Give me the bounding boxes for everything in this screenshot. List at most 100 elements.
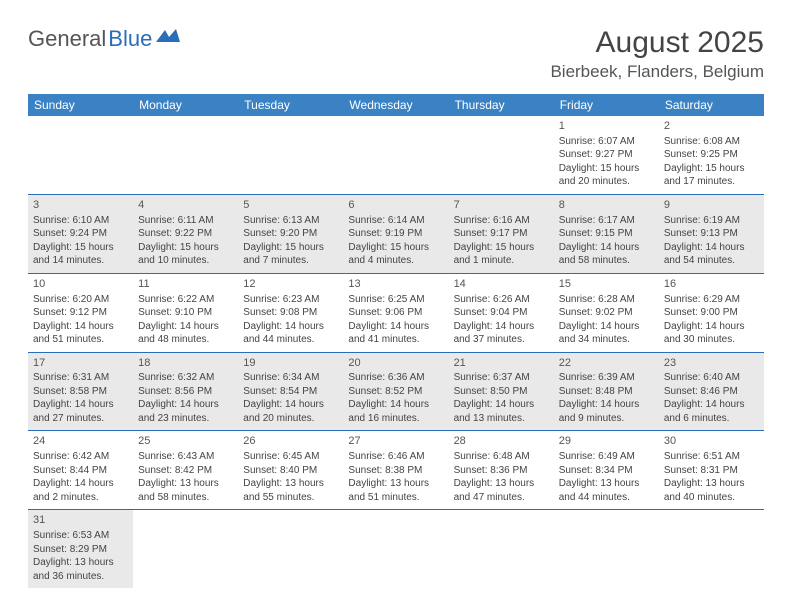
sunrise-text: Sunrise: 6:43 AM [138,450,233,464]
sunrise-text: Sunrise: 6:29 AM [664,293,759,307]
sunrise-text: Sunrise: 6:51 AM [664,450,759,464]
daylight-text: Daylight: 14 hours [348,398,443,412]
sunrise-text: Sunrise: 6:14 AM [348,214,443,228]
calendar-day-cell: 17Sunrise: 6:31 AMSunset: 8:58 PMDayligh… [28,352,133,431]
day-header: Saturday [659,94,764,116]
daylight-text: and 10 minutes. [138,254,233,268]
daylight-text: Daylight: 14 hours [559,241,654,255]
daylight-text: and 4 minutes. [348,254,443,268]
sunset-text: Sunset: 9:10 PM [138,306,233,320]
sunrise-text: Sunrise: 6:48 AM [454,450,549,464]
calendar-day-cell: 13Sunrise: 6:25 AMSunset: 9:06 PMDayligh… [343,273,448,352]
daylight-text: and 6 minutes. [664,412,759,426]
day-number: 6 [348,198,443,213]
sunset-text: Sunset: 8:48 PM [559,385,654,399]
daylight-text: Daylight: 14 hours [138,320,233,334]
sunrise-text: Sunrise: 6:11 AM [138,214,233,228]
day-header: Thursday [449,94,554,116]
sunrise-text: Sunrise: 6:26 AM [454,293,549,307]
sunset-text: Sunset: 8:40 PM [243,464,338,478]
calendar-day-cell: 18Sunrise: 6:32 AMSunset: 8:56 PMDayligh… [133,352,238,431]
calendar-day-cell: 8Sunrise: 6:17 AMSunset: 9:15 PMDaylight… [554,194,659,273]
calendar-empty-cell [554,510,659,588]
daylight-text: Daylight: 14 hours [559,320,654,334]
calendar-day-cell: 25Sunrise: 6:43 AMSunset: 8:42 PMDayligh… [133,431,238,510]
day-header: Monday [133,94,238,116]
daylight-text: and 34 minutes. [559,333,654,347]
sunrise-text: Sunrise: 6:39 AM [559,371,654,385]
logo-text-general: General [28,26,106,52]
calendar-week-row: 31Sunrise: 6:53 AMSunset: 8:29 PMDayligh… [28,510,764,588]
daylight-text: and 17 minutes. [664,175,759,189]
sunrise-text: Sunrise: 6:49 AM [559,450,654,464]
calendar-day-cell: 24Sunrise: 6:42 AMSunset: 8:44 PMDayligh… [28,431,133,510]
sunset-text: Sunset: 9:06 PM [348,306,443,320]
calendar-day-cell: 10Sunrise: 6:20 AMSunset: 9:12 PMDayligh… [28,273,133,352]
page-header: GeneralBlue August 2025 Bierbeek, Flande… [28,26,764,82]
day-number: 27 [348,434,443,449]
calendar-day-cell: 16Sunrise: 6:29 AMSunset: 9:00 PMDayligh… [659,273,764,352]
sunrise-text: Sunrise: 6:32 AM [138,371,233,385]
daylight-text: Daylight: 15 hours [454,241,549,255]
calendar-day-cell: 3Sunrise: 6:10 AMSunset: 9:24 PMDaylight… [28,194,133,273]
calendar-empty-cell [238,510,343,588]
sunset-text: Sunset: 9:25 PM [664,148,759,162]
daylight-text: Daylight: 14 hours [454,320,549,334]
daylight-text: and 27 minutes. [33,412,128,426]
sunrise-text: Sunrise: 6:23 AM [243,293,338,307]
sunset-text: Sunset: 8:54 PM [243,385,338,399]
calendar-day-cell: 30Sunrise: 6:51 AMSunset: 8:31 PMDayligh… [659,431,764,510]
calendar-page: GeneralBlue August 2025 Bierbeek, Flande… [0,0,792,608]
daylight-text: Daylight: 15 hours [559,162,654,176]
daylight-text: Daylight: 13 hours [138,477,233,491]
day-number: 12 [243,277,338,292]
sunset-text: Sunset: 9:20 PM [243,227,338,241]
calendar-empty-cell [238,116,343,194]
calendar-week-row: 10Sunrise: 6:20 AMSunset: 9:12 PMDayligh… [28,273,764,352]
sunset-text: Sunset: 8:29 PM [33,543,128,557]
sunset-text: Sunset: 8:52 PM [348,385,443,399]
calendar-day-cell: 1Sunrise: 6:07 AMSunset: 9:27 PMDaylight… [554,116,659,194]
calendar-empty-cell [343,510,448,588]
daylight-text: Daylight: 13 hours [664,477,759,491]
day-number: 4 [138,198,233,213]
sunset-text: Sunset: 9:13 PM [664,227,759,241]
sunset-text: Sunset: 8:42 PM [138,464,233,478]
sunrise-text: Sunrise: 6:20 AM [33,293,128,307]
daylight-text: Daylight: 13 hours [559,477,654,491]
calendar-day-cell: 12Sunrise: 6:23 AMSunset: 9:08 PMDayligh… [238,273,343,352]
daylight-text: Daylight: 13 hours [243,477,338,491]
daylight-text: and 16 minutes. [348,412,443,426]
daylight-text: Daylight: 13 hours [454,477,549,491]
sunrise-text: Sunrise: 6:31 AM [33,371,128,385]
calendar-header-row: SundayMondayTuesdayWednesdayThursdayFrid… [28,94,764,116]
daylight-text: and 14 minutes. [33,254,128,268]
day-header: Friday [554,94,659,116]
daylight-text: and 2 minutes. [33,491,128,505]
calendar-day-cell: 20Sunrise: 6:36 AMSunset: 8:52 PMDayligh… [343,352,448,431]
sunset-text: Sunset: 8:56 PM [138,385,233,399]
day-number: 16 [664,277,759,292]
daylight-text: Daylight: 14 hours [243,320,338,334]
sunset-text: Sunset: 9:19 PM [348,227,443,241]
sunrise-text: Sunrise: 6:42 AM [33,450,128,464]
daylight-text: and 13 minutes. [454,412,549,426]
logo: GeneralBlue [28,26,182,52]
day-number: 11 [138,277,233,292]
daylight-text: Daylight: 15 hours [138,241,233,255]
sunset-text: Sunset: 8:44 PM [33,464,128,478]
sunrise-text: Sunrise: 6:37 AM [454,371,549,385]
daylight-text: Daylight: 14 hours [243,398,338,412]
sunset-text: Sunset: 9:12 PM [33,306,128,320]
day-number: 21 [454,356,549,371]
daylight-text: and 58 minutes. [559,254,654,268]
calendar-empty-cell [28,116,133,194]
daylight-text: and 30 minutes. [664,333,759,347]
day-number: 30 [664,434,759,449]
sunrise-text: Sunrise: 6:17 AM [559,214,654,228]
calendar-day-cell: 11Sunrise: 6:22 AMSunset: 9:10 PMDayligh… [133,273,238,352]
day-number: 26 [243,434,338,449]
calendar-day-cell: 26Sunrise: 6:45 AMSunset: 8:40 PMDayligh… [238,431,343,510]
day-number: 13 [348,277,443,292]
calendar-day-cell: 28Sunrise: 6:48 AMSunset: 8:36 PMDayligh… [449,431,554,510]
